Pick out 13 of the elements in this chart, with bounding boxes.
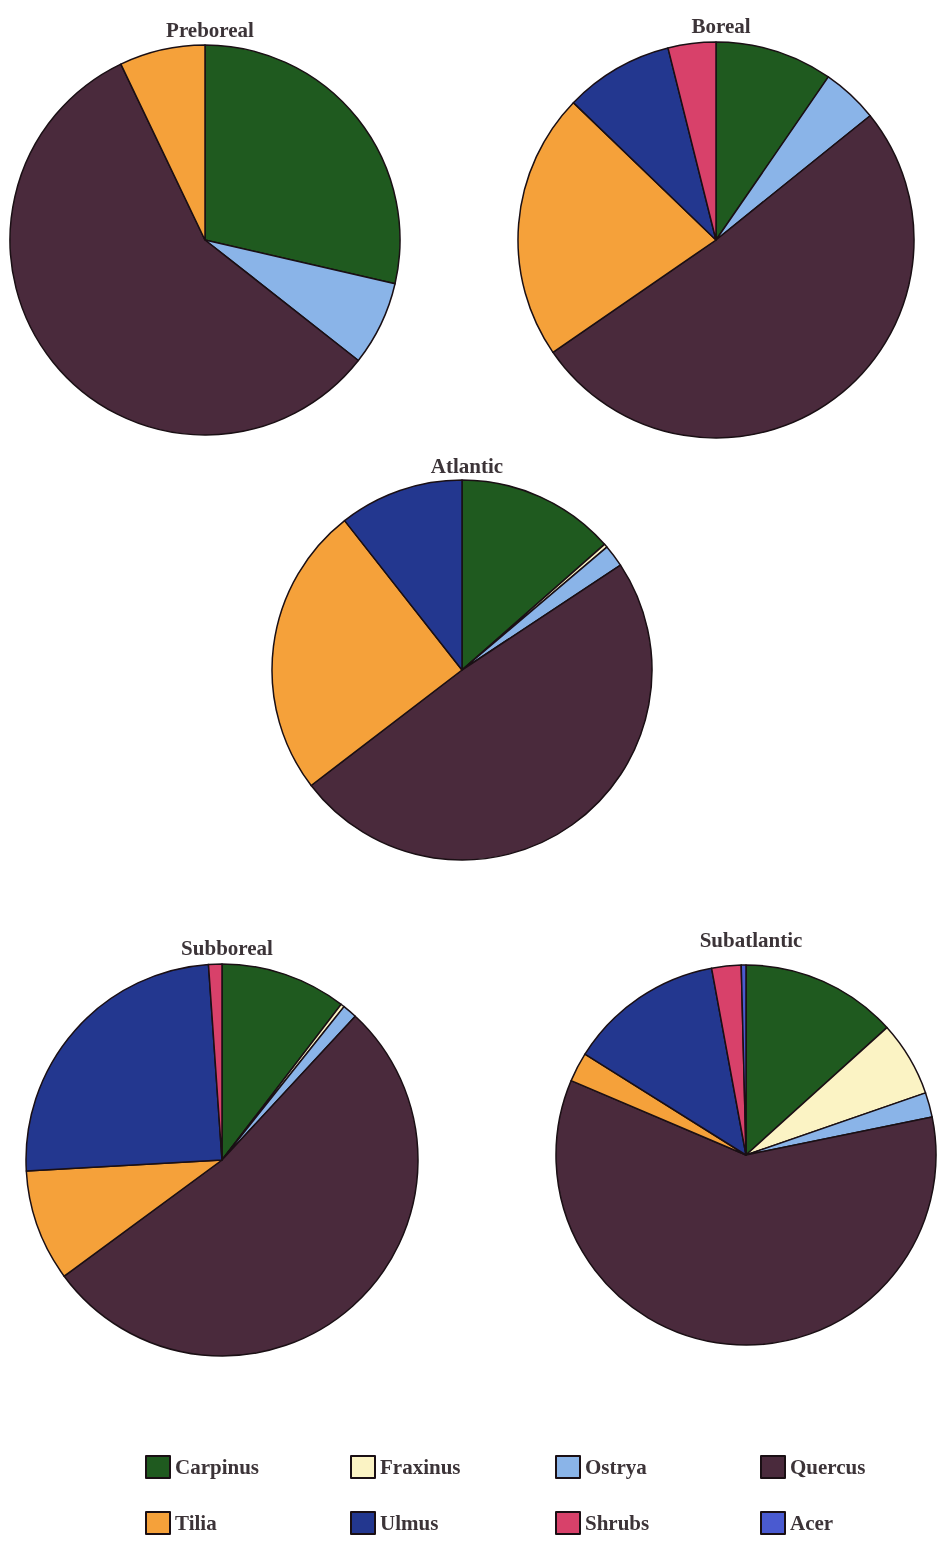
slice-label: Subatlantic: [699, 927, 803, 952]
legend-label: Ostrya: [585, 1455, 648, 1479]
slice-label: Atlantic: [430, 453, 504, 478]
legend-label: Ulmus: [380, 1511, 439, 1535]
legend-label: Shrubs: [585, 1511, 650, 1535]
legend-label: Fraxinus: [380, 1455, 461, 1479]
slice-label: Boreal: [691, 13, 751, 38]
legend-label: Quercus: [790, 1455, 866, 1479]
legend-label: Tilia: [175, 1511, 218, 1535]
legend-label: Carpinus: [175, 1455, 260, 1479]
slice-label: Subboreal: [181, 935, 274, 960]
slice-label: Preboreal: [166, 17, 255, 42]
legend-label: Acer: [790, 1511, 834, 1535]
